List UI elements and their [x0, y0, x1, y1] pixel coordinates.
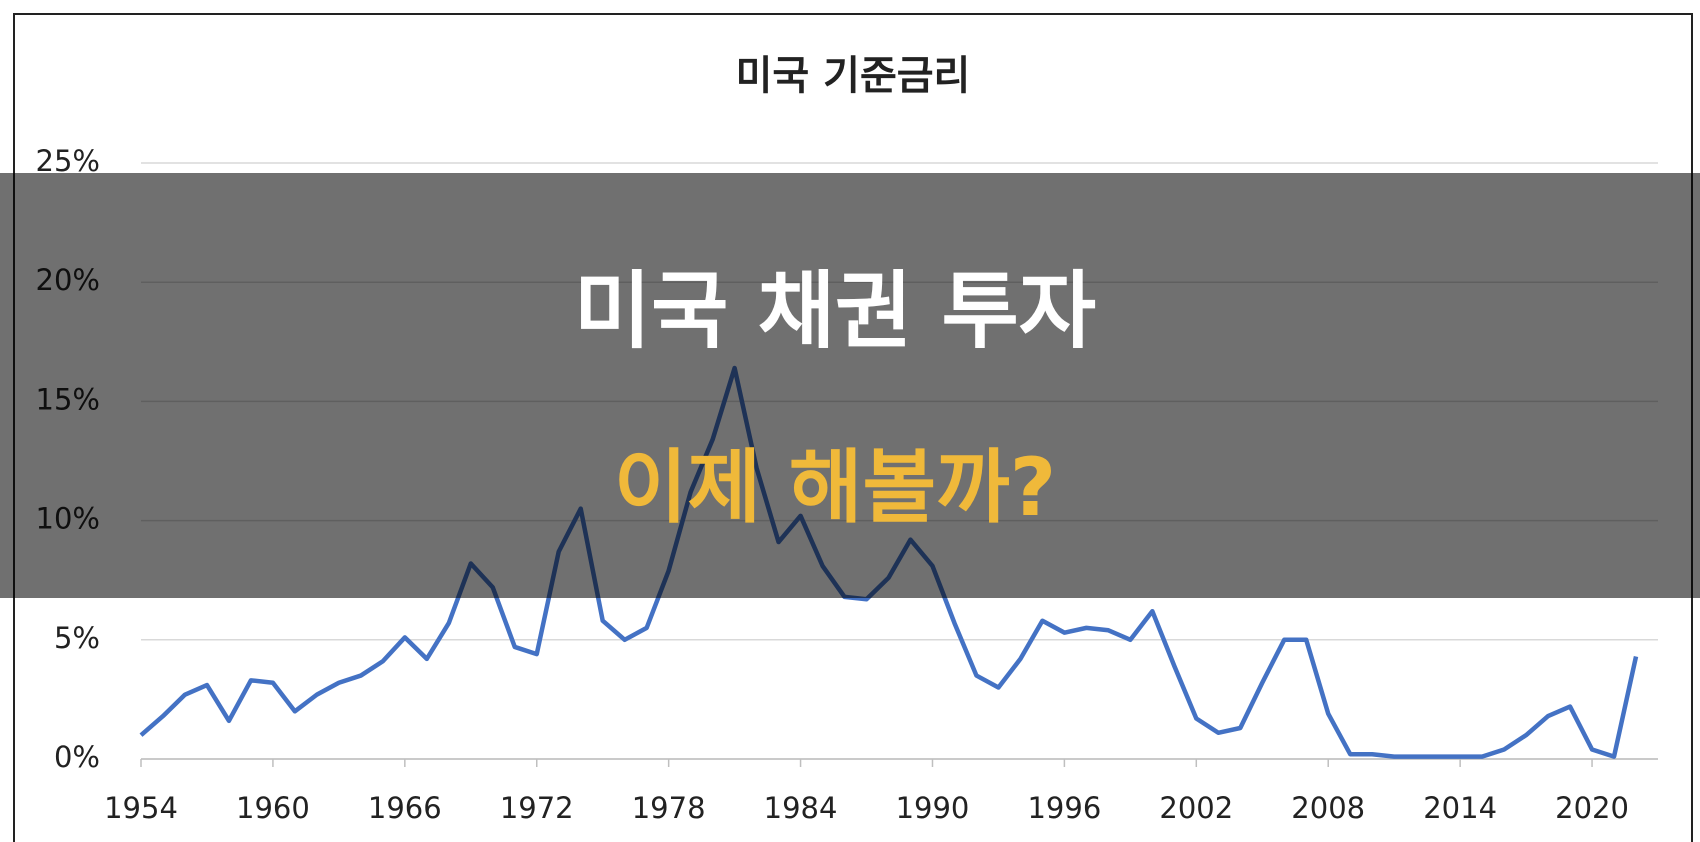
y-tick-label: 25% — [36, 144, 100, 178]
x-tick-label: 2008 — [1291, 791, 1365, 825]
x-tick-label: 1978 — [632, 791, 706, 825]
x-tick-label: 1984 — [764, 791, 838, 825]
x-tick-label: 2014 — [1423, 791, 1497, 825]
x-tick-label: 1954 — [104, 791, 178, 825]
x-tick-label: 1990 — [896, 791, 970, 825]
x-tick-label: 1960 — [236, 791, 310, 825]
subheadline: 이제 해볼까? — [614, 441, 1056, 534]
chart-title: 미국 기준금리 — [736, 53, 971, 99]
x-tick-label: 1996 — [1027, 791, 1101, 825]
overlay-band — [0, 173, 1700, 598]
x-tick-label: 1972 — [500, 791, 574, 825]
y-tick-label: 5% — [54, 621, 100, 655]
x-tick-label: 2020 — [1555, 791, 1629, 825]
x-tick-label: 2002 — [1159, 791, 1233, 825]
y-tick-label: 0% — [54, 740, 100, 774]
headline: 미국 채권 투자 — [574, 262, 1096, 360]
x-tick-label: 1966 — [368, 791, 442, 825]
